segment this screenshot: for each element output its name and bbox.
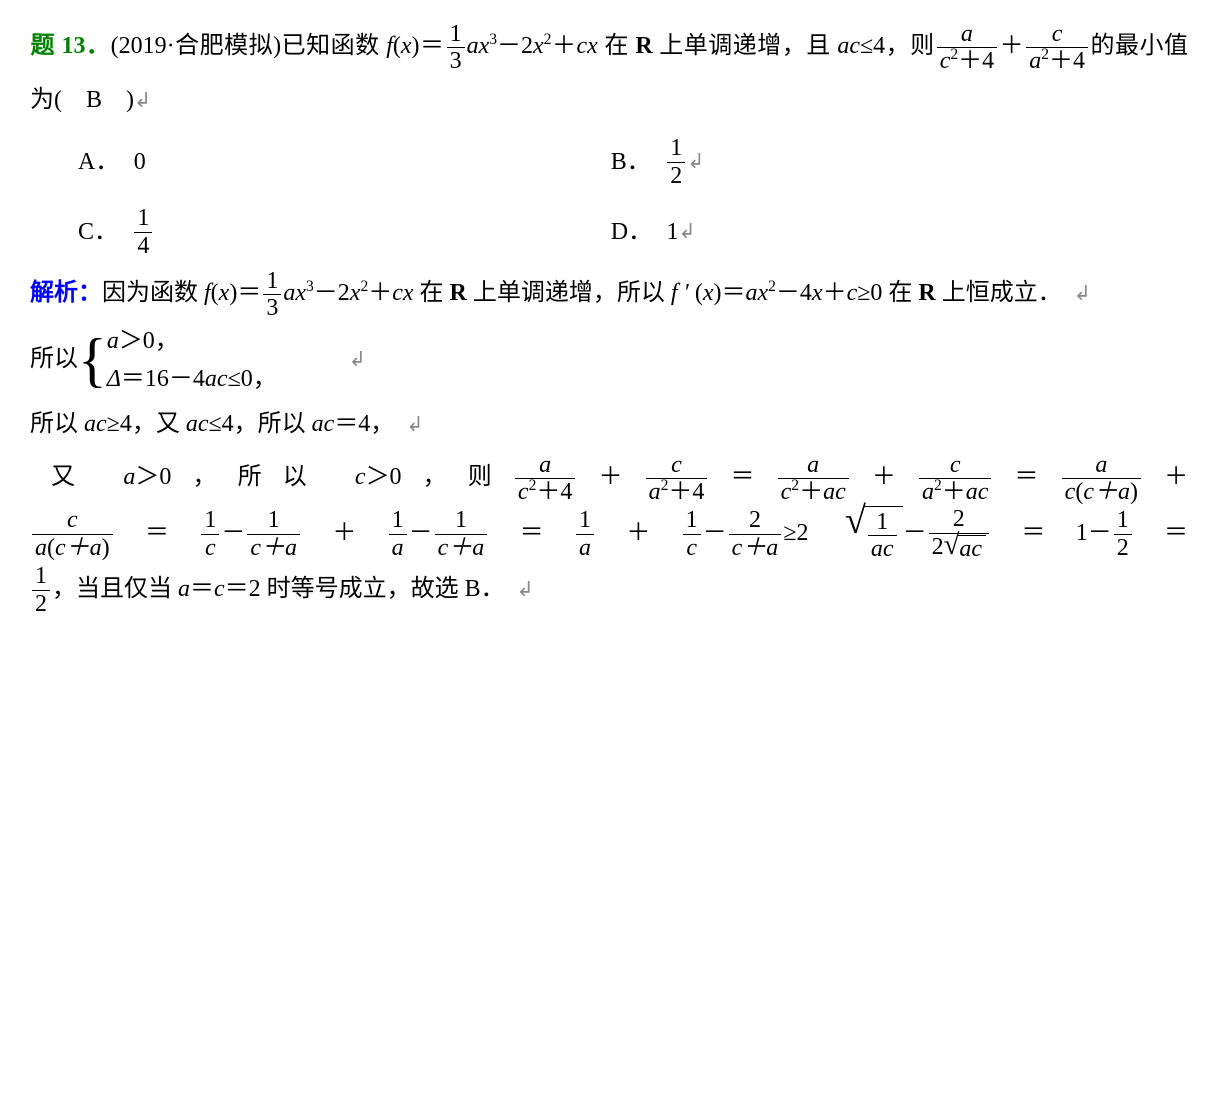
- cx: cx: [577, 33, 598, 59]
- frac-c-a2p4: ca2＋4: [1026, 21, 1088, 75]
- solution-p3: 所以 ac≥4，又 ac≤4，所以 ac＝4， ↲: [30, 398, 1188, 451]
- option-a-label: A．: [78, 136, 119, 189]
- para-mark: ↲: [679, 210, 696, 255]
- solution-label: 解析：: [30, 280, 102, 306]
- brace-system: {a＞0，Δ＝16－4ac≤0，: [78, 322, 277, 399]
- t1: 在: [598, 33, 636, 59]
- ax: ax: [467, 33, 490, 59]
- frac-1-3: 13: [447, 21, 465, 75]
- exp3: 3: [489, 31, 497, 48]
- option-a: A． 0: [78, 127, 611, 197]
- option-b: B． 12 ↲: [611, 127, 1144, 197]
- para-mark: ↲: [687, 140, 704, 185]
- brace-row-1: a＞0，: [107, 322, 277, 360]
- question-source: (2019·合肥模拟)已知函数: [111, 33, 387, 59]
- options: A． 0 B． 12 ↲ C． 14 D． 1 ↲: [78, 127, 1188, 267]
- solution-p2: 所以{a＞0，Δ＝16－4ac≤0， ↲: [30, 322, 1188, 399]
- set-R: R: [635, 33, 652, 59]
- brace-row-2: Δ＝16－4ac≤0，: [107, 360, 277, 398]
- question-paragraph: 题 13．(2019·合肥模拟)已知函数 f(x)＝13ax3－2x2＋cx 在…: [30, 20, 1188, 127]
- sqrt-expr: √1ac: [845, 506, 903, 563]
- plus2: ＋: [999, 33, 1024, 59]
- t4: ): [102, 87, 134, 113]
- plus: ＋: [551, 33, 576, 59]
- minus2: －2: [497, 33, 533, 59]
- t2: 上单调递增，且: [653, 33, 838, 59]
- var-x: x: [401, 33, 412, 59]
- x2: x: [533, 33, 544, 59]
- le4: ≤4，则: [860, 33, 935, 59]
- option-c-label: C．: [78, 206, 118, 259]
- left-brace-icon: {: [78, 330, 107, 390]
- sqrt-icon: √: [845, 510, 866, 533]
- option-d-value: 1: [667, 206, 679, 259]
- para-mark: ↲: [134, 90, 151, 112]
- answer-letter: B: [86, 87, 102, 113]
- option-c-frac: 14: [134, 205, 152, 259]
- ac: ac: [837, 33, 860, 59]
- option-d-label: D．: [611, 206, 652, 259]
- option-a-value: 0: [134, 136, 146, 189]
- frac-a-c2p4: ac2＋4: [937, 21, 997, 75]
- eq: ＝: [420, 33, 445, 59]
- option-b-frac: 12: [667, 135, 685, 189]
- option-b-label: B．: [611, 136, 651, 189]
- question-label: 题 13．: [30, 33, 111, 59]
- option-c: C． 14: [78, 197, 611, 267]
- fn-f: f: [386, 33, 393, 59]
- option-d: D． 1 ↲: [611, 197, 1144, 267]
- solution-p4: 又 a＞0，所以 c＞0，则ac2＋4＋ca2＋4＝ac2＋ac＋ca2＋ac＝…: [30, 451, 1188, 617]
- solution-p1: 解析：因为函数 f(x)＝13ax3－2x2＋cx 在 R 上单调递增，所以 f…: [30, 267, 1188, 321]
